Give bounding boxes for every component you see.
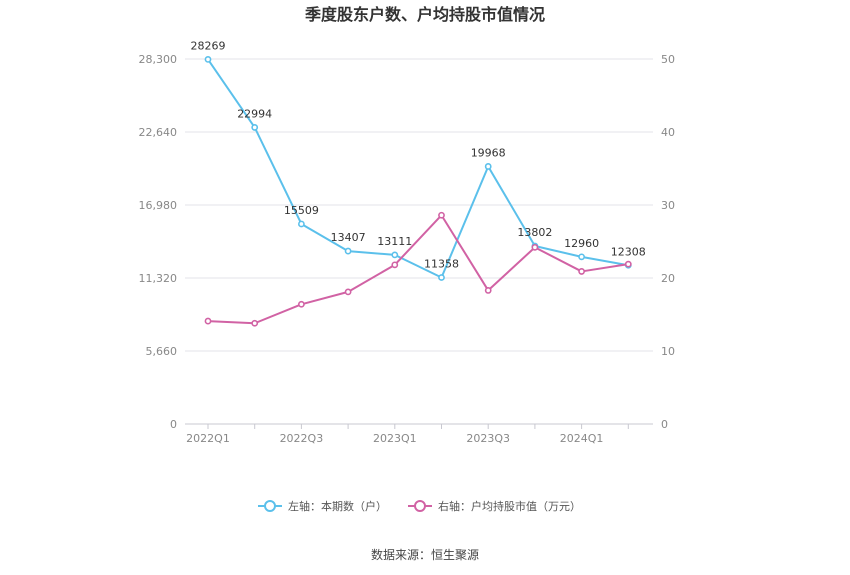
data-point bbox=[391, 251, 399, 259]
data-label: 15509 bbox=[284, 204, 319, 217]
axes: 0 0 5,660 10 11,320 20 16,980 30 22,640 40 28,300 5… bbox=[139, 53, 676, 445]
right-axis-tick-label: 0 bbox=[661, 418, 668, 431]
legend-swatch-marker bbox=[414, 500, 426, 512]
data-point bbox=[438, 211, 445, 219]
series-layer: 28269 22994 15509 13407 13111 11358 19968 13802… bbox=[191, 39, 646, 327]
left-axis-tick-label: 0 bbox=[170, 418, 177, 431]
data-point bbox=[344, 288, 352, 296]
legend-label: 右轴：户均持股市值（万元） bbox=[438, 499, 581, 513]
data-point bbox=[484, 287, 492, 294]
data-label: 22994 bbox=[237, 107, 272, 120]
x-axis-tick-label: 2024Q1 bbox=[560, 432, 604, 445]
legend-swatch-marker bbox=[264, 500, 276, 512]
data-point bbox=[578, 253, 585, 261]
x-axis-tick-label: 2022Q1 bbox=[186, 432, 230, 445]
left-axis-tick-label: 22,640 bbox=[139, 126, 178, 139]
x-axis-tick-label: 2023Q3 bbox=[466, 432, 510, 445]
right-axis-tick-label: 50 bbox=[661, 53, 675, 66]
data-point bbox=[344, 247, 352, 255]
data-label: 28269 bbox=[191, 39, 226, 52]
source-note: 数据来源：恒生聚源 bbox=[371, 547, 479, 562]
data-point bbox=[204, 55, 212, 63]
left-axis-tick-label: 5,660 bbox=[146, 345, 178, 358]
x-axis-tick-label: 2022Q3 bbox=[280, 432, 324, 445]
data-label: 19968 bbox=[471, 146, 506, 159]
series-line-2 bbox=[207, 214, 629, 325]
left-axis-tick-label: 16,980 bbox=[139, 199, 178, 212]
data-point bbox=[204, 317, 212, 325]
data-label: 12960 bbox=[564, 237, 599, 250]
data-point bbox=[391, 261, 399, 269]
data-point bbox=[251, 124, 259, 131]
data-point bbox=[624, 260, 632, 268]
right-axis-tick-label: 20 bbox=[661, 272, 675, 285]
right-axis-tick-label: 10 bbox=[661, 345, 675, 358]
data-point bbox=[531, 243, 539, 251]
left-axis-tick-label: 28,300 bbox=[139, 53, 178, 66]
legend-label: 左轴：本期数（户） bbox=[288, 499, 387, 513]
series-line-1 bbox=[207, 58, 629, 279]
right-axis-tick-label: 30 bbox=[661, 199, 675, 212]
data-label: 12308 bbox=[611, 245, 646, 258]
data-point bbox=[251, 319, 259, 327]
data-label: 13111 bbox=[377, 235, 412, 248]
data-point bbox=[297, 300, 305, 308]
chart-title: 季度股东户数、户均持股市值情况 bbox=[304, 5, 545, 24]
data-label: 11358 bbox=[424, 258, 459, 271]
data-point bbox=[578, 268, 585, 275]
right-axis-tick-label: 40 bbox=[661, 126, 675, 139]
legend: 左轴：本期数（户） 右轴：户均持股市值（万元） bbox=[258, 499, 581, 513]
left-axis-tick-label: 11,320 bbox=[139, 272, 178, 285]
data-label: 13407 bbox=[331, 231, 366, 244]
grid-lines bbox=[185, 58, 653, 352]
data-point bbox=[484, 163, 492, 170]
data-label: 13802 bbox=[517, 226, 552, 239]
data-point bbox=[438, 274, 445, 281]
data-point bbox=[297, 220, 305, 228]
x-axis-tick-label: 2023Q1 bbox=[373, 432, 417, 445]
